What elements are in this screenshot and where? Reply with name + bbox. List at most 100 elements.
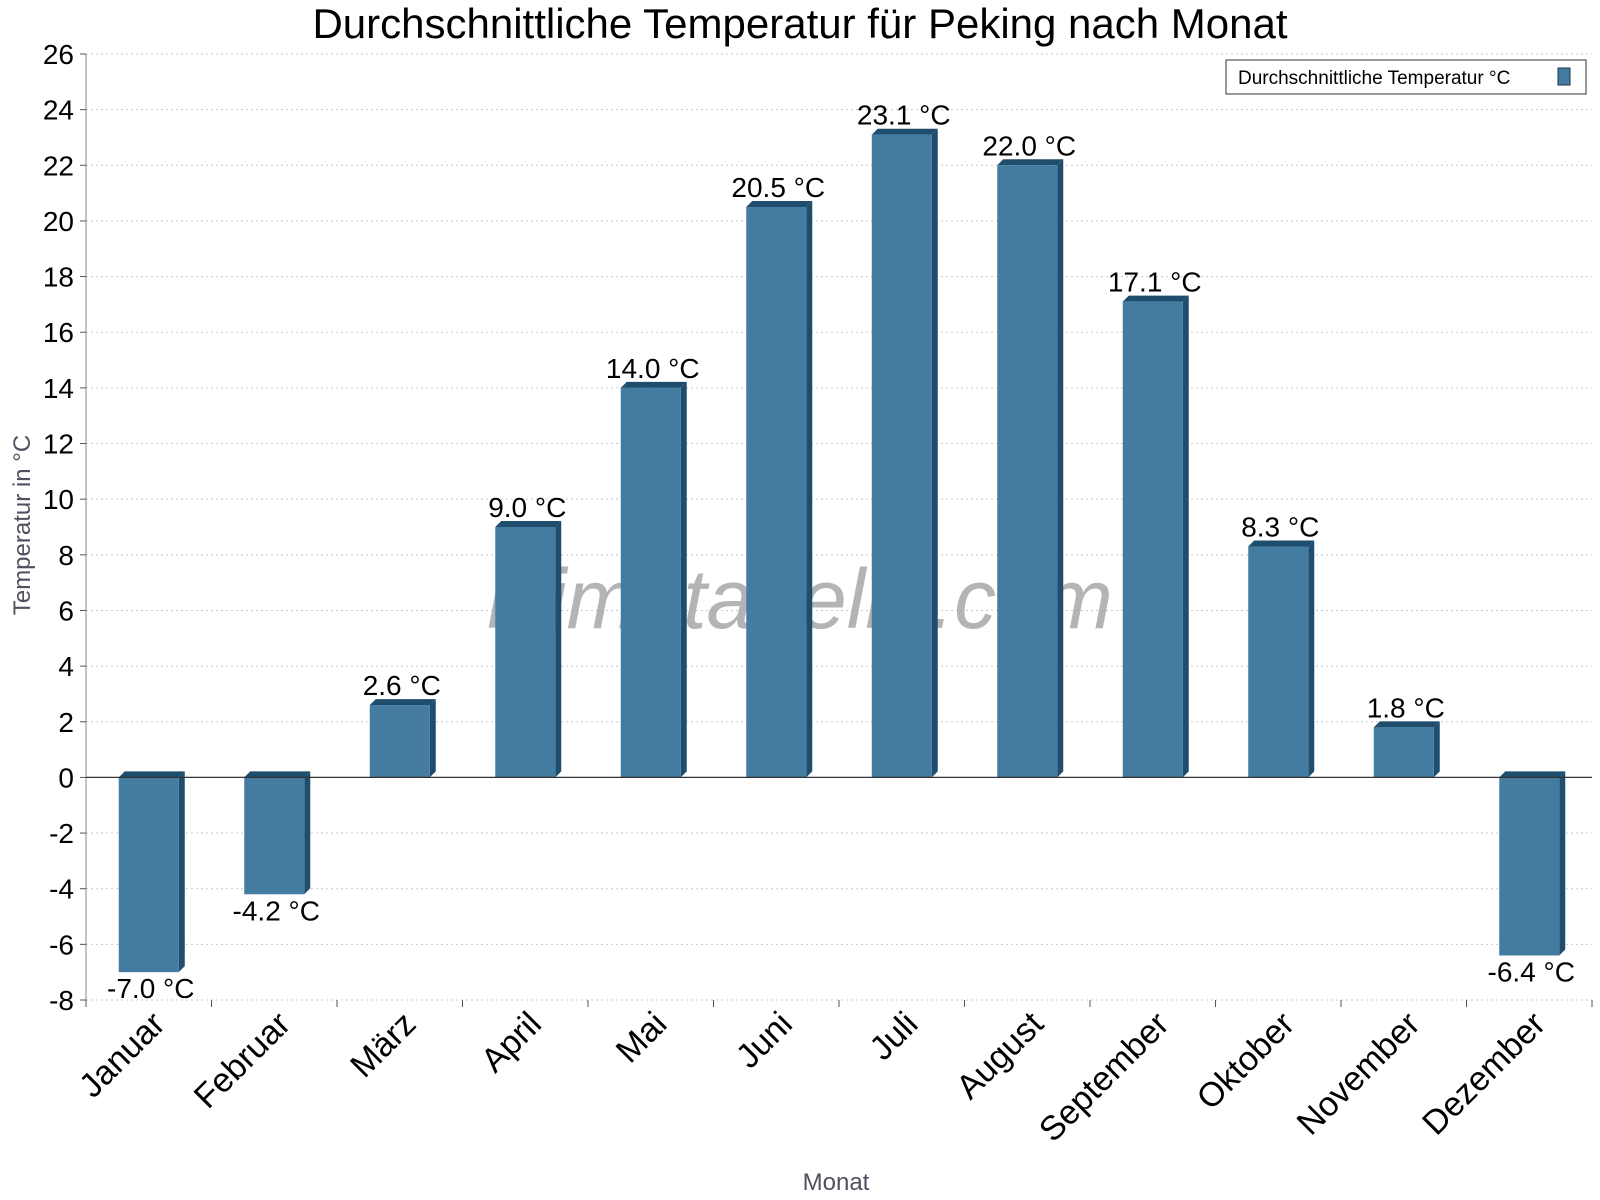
bar-side	[1433, 721, 1440, 778]
data-label: 22.0 °C	[982, 130, 1076, 161]
bar-side	[304, 771, 311, 895]
bar-front	[244, 777, 305, 895]
bar-front	[1499, 777, 1560, 956]
y-tick-label: 20	[43, 206, 74, 237]
bar-side	[555, 521, 562, 778]
bar-top	[1499, 771, 1566, 778]
y-tick-label: 26	[43, 39, 74, 70]
y-tick-label: -6	[49, 929, 74, 960]
bar-dezember	[1499, 771, 1566, 956]
legend-box	[1225, 59, 1587, 95]
data-label: 20.5 °C	[731, 172, 825, 203]
x-tick-label: Oktober	[1190, 1005, 1302, 1117]
bar-side	[1308, 540, 1315, 778]
y-tick-label: -8	[49, 985, 74, 1016]
x-tick-label: Mai	[609, 1005, 675, 1071]
bar-front	[369, 705, 430, 778]
legend-swatch	[1557, 67, 1571, 86]
data-label: 8.3 °C	[1241, 511, 1319, 542]
bar-top	[1122, 295, 1189, 302]
bar-oktober	[1248, 540, 1315, 778]
data-label: 14.0 °C	[606, 353, 700, 384]
x-axis-title: Monat	[803, 1169, 870, 1196]
bar-top	[118, 771, 185, 778]
bar-side	[1182, 295, 1189, 778]
data-label: -4.2 °C	[233, 895, 320, 926]
y-tick-label: 18	[43, 262, 74, 293]
bar-märz	[369, 699, 436, 778]
data-label: -7.0 °C	[107, 973, 194, 1004]
y-tick-label: 2	[58, 707, 74, 738]
bar-side	[429, 699, 436, 778]
y-axis-title: Temperatur in °C	[9, 435, 36, 615]
bar-top	[495, 521, 562, 527]
y-tick-label: -4	[49, 874, 74, 905]
x-tick-label: November	[1290, 1005, 1428, 1143]
bar-side	[680, 381, 687, 778]
data-label: 2.6 °C	[363, 670, 441, 701]
y-tick-label: 8	[58, 540, 74, 571]
bar-juli	[871, 128, 938, 778]
x-tick-label: Juli	[862, 1005, 925, 1068]
legend: Durchschnittliche Temperatur °C	[1225, 59, 1587, 95]
bar-top	[1248, 540, 1315, 547]
bar-top	[620, 381, 687, 388]
bar-top	[871, 128, 938, 135]
x-ticks: Januar Februar März April Mai Juni Juli AugustS…	[72, 1000, 1593, 1149]
y-tick-label: 12	[43, 429, 74, 460]
y-tick-label: 24	[43, 95, 74, 126]
bar-januar	[118, 771, 185, 973]
y-tick-label: 22	[43, 150, 74, 181]
data-label: 1.8 °C	[1367, 692, 1445, 723]
bar-top	[369, 699, 436, 706]
bar-top	[746, 201, 813, 208]
bar-april	[495, 521, 562, 778]
x-tick-label: März	[343, 1005, 423, 1085]
bar-front	[1248, 546, 1309, 778]
bar-juni	[746, 201, 813, 778]
data-labels: -7.0 °C -4.2 °C 2.6 °C 9.0 °C 14.0 °C 20.5 °C…	[107, 100, 1575, 1004]
x-tick-label: April	[474, 1005, 549, 1080]
y-tick-label: 6	[58, 595, 74, 626]
bar-front	[746, 207, 807, 778]
y-tick-label: 10	[43, 484, 74, 515]
bar-november	[1373, 721, 1440, 778]
axes	[85, 54, 1592, 1000]
bar-side	[178, 771, 185, 973]
bar-front	[1122, 301, 1183, 778]
data-label: 23.1 °C	[857, 100, 951, 131]
bar-front	[997, 165, 1058, 778]
data-label: -6.4 °C	[1488, 956, 1575, 987]
bar-front	[495, 527, 556, 778]
x-tick-label: August	[949, 1004, 1051, 1106]
bar-februar	[244, 771, 311, 895]
bar-top	[244, 771, 311, 778]
bar-side	[1057, 159, 1064, 778]
bar-september	[1122, 295, 1189, 778]
y-tick-label: -2	[49, 818, 74, 849]
x-tick-label: September	[1032, 1005, 1176, 1149]
x-tick-label: Dezember	[1415, 1005, 1553, 1143]
y-tick-label: 16	[43, 317, 74, 348]
chart-title: Durchschnittliche Temperatur für Peking …	[312, 0, 1287, 47]
x-tick-label: Februar	[187, 1005, 298, 1116]
x-tick-label: Januar	[72, 1005, 172, 1105]
bars	[118, 128, 1566, 973]
data-label: 17.1 °C	[1108, 267, 1202, 298]
bar-top	[1373, 721, 1440, 728]
bar-top	[997, 159, 1064, 166]
bar-front	[620, 387, 681, 778]
data-label: 9.0 °C	[488, 492, 566, 523]
bar-front	[871, 134, 932, 778]
y-tick-label: 4	[58, 651, 74, 682]
bar-front	[1373, 727, 1434, 778]
bar-august	[997, 159, 1064, 778]
bar-front	[118, 777, 179, 973]
bar-side	[1559, 771, 1566, 956]
grid-lines	[86, 53, 1592, 1001]
bar-side	[806, 201, 813, 778]
x-tick-label: Juni	[729, 1005, 800, 1076]
y-tick-label: 0	[58, 762, 74, 793]
